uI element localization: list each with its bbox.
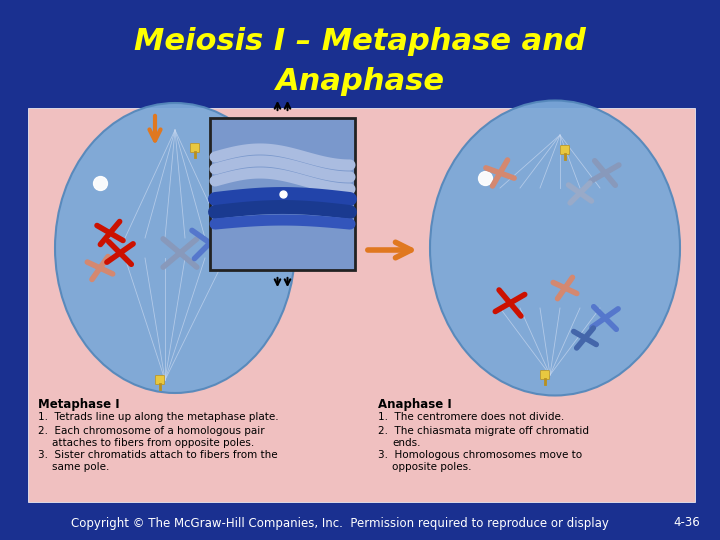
Bar (28, 108, 695, 502)
Text: same pole.: same pole. (52, 462, 109, 472)
Text: opposite poles.: opposite poles. (392, 462, 472, 472)
Text: Anaphase I: Anaphase I (378, 398, 451, 411)
Text: Metaphase I: Metaphase I (38, 398, 120, 411)
FancyBboxPatch shape (190, 144, 199, 153)
FancyBboxPatch shape (541, 370, 549, 380)
Bar (0, 505, 720, 540)
Text: Meiosis I – Metaphase and: Meiosis I – Metaphase and (134, 28, 586, 57)
Text: 3.  Homologous chromosomes move to: 3. Homologous chromosomes move to (378, 450, 582, 460)
Text: 2.  Each chromosome of a homologous pair: 2. Each chromosome of a homologous pair (38, 426, 265, 436)
Text: attaches to fibers from opposite poles.: attaches to fibers from opposite poles. (52, 438, 254, 448)
Text: 2.  The chiasmata migrate off chromatid: 2. The chiasmata migrate off chromatid (378, 426, 589, 436)
Ellipse shape (430, 100, 680, 395)
FancyBboxPatch shape (156, 375, 165, 384)
Text: Anaphase: Anaphase (276, 68, 444, 97)
Ellipse shape (55, 103, 295, 393)
Text: 4-36: 4-36 (673, 516, 700, 530)
Text: Copyright © The McGraw-Hill Companies, Inc.  Permission required to reproduce or: Copyright © The McGraw-Hill Companies, I… (71, 516, 609, 530)
Text: 1.  The centromere does not divide.: 1. The centromere does not divide. (378, 412, 564, 422)
Text: 1.  Tetrads line up along the metaphase plate.: 1. Tetrads line up along the metaphase p… (38, 412, 279, 422)
Text: 3.  Sister chromatids attach to fibers from the: 3. Sister chromatids attach to fibers fr… (38, 450, 278, 460)
FancyBboxPatch shape (560, 145, 570, 154)
Bar (210, 118, 355, 270)
Text: ends.: ends. (392, 438, 420, 448)
